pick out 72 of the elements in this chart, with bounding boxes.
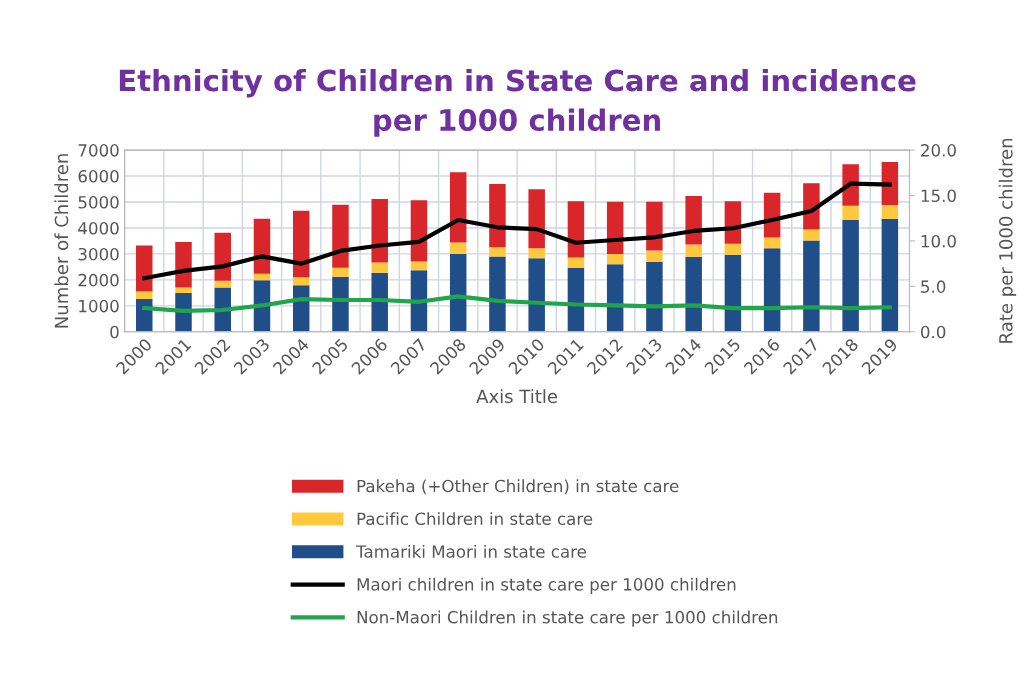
bar [371,262,388,273]
bar [489,247,506,257]
y-tick-label: 0 [110,325,119,339]
bar [292,277,310,286]
y2-axis-title: Rate per 1000 children [998,138,1017,343]
bar [842,205,859,220]
y2-tick-label: 5.0 [921,280,946,293]
bar [489,256,506,332]
y2-tick-label: 15.0 [921,189,956,203]
line-series [142,181,892,281]
bar [606,253,624,265]
y-tick-label: 3000 [78,247,119,261]
bar [685,256,702,332]
bar [763,248,781,332]
bar [842,219,859,332]
y-tick-label: 5000 [78,195,119,209]
y-tick-label: 4000 [78,221,119,235]
y2-tick-label: 0.0 [921,325,946,339]
chart-title: Ethnicity of Children in State Care and incidence per 1000 children [119,68,916,137]
y-tick-label: 6000 [78,170,119,183]
bar [332,276,349,332]
y-tick-label: 1000 [79,299,119,313]
legend-label: Maori children in state care per 1000 children [357,577,736,594]
bar [606,264,624,332]
bar [136,245,153,292]
bar [724,243,742,255]
legend-label: Tamariki Maori in state care [356,544,587,558]
bar [253,218,271,274]
bar [528,189,545,249]
bar [763,237,781,249]
bar [175,241,192,288]
bar [567,201,585,258]
legend-label: Pacific Children in state care [357,512,593,526]
x-axis-title: Axis Title [476,389,558,404]
y-tick-label: 7000 [78,144,119,157]
bar [803,240,820,332]
bar [136,291,153,300]
bar [803,229,820,241]
bar [646,201,663,251]
bar [214,280,231,288]
bar [724,254,742,332]
bar [449,253,467,332]
y2-tick-label: 20.0 [921,144,956,157]
y2-tick-label: 10.0 [921,234,956,248]
bar [528,258,545,332]
bar [489,184,506,248]
bar [371,198,388,263]
bar [332,204,349,268]
bar [253,273,271,281]
bar [175,287,192,294]
bar [214,287,231,332]
bar [410,261,428,271]
bar [371,272,388,332]
bar [881,218,899,332]
bar [292,210,310,278]
bar [646,250,663,262]
bar [646,261,663,332]
legend-label: Non-Maori Children in state care per 1000 children [357,610,778,627]
bar [332,267,349,277]
bar [449,172,467,243]
bar [214,232,231,281]
bar [449,242,467,254]
legend-label: Pakeha (+Other Children) in state care [357,479,679,495]
bar [881,205,899,219]
bar [685,196,702,245]
y-axis-title: Number of Children [54,154,69,328]
y-tick-label: 2000 [78,273,119,287]
bar [567,257,585,268]
bar [685,244,702,257]
bar [881,162,899,206]
bar [528,248,545,259]
line-series [142,294,892,313]
